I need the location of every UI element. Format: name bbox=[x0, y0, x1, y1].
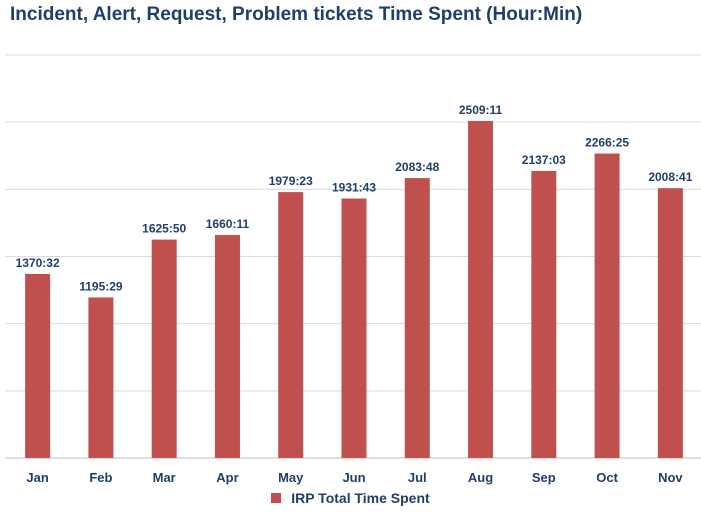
data-labels: 1370:32 1195:29 1625:50 1660:11 1979:23 1931:… bbox=[16, 103, 693, 293]
data-label-may: 1979:23 bbox=[269, 174, 313, 188]
bar-jun bbox=[341, 198, 367, 458]
x-tick-label-jul: Jul bbox=[408, 470, 427, 485]
data-label-aug: 2509:11 bbox=[459, 103, 503, 117]
data-label-jan: 1370:32 bbox=[16, 256, 60, 270]
bar-feb bbox=[88, 297, 114, 458]
bar-sep bbox=[531, 170, 557, 458]
bar-nov bbox=[657, 188, 683, 459]
x-tick-label-sep: Sep bbox=[532, 470, 556, 485]
bar-aug bbox=[468, 120, 494, 459]
bar-oct bbox=[594, 153, 620, 458]
data-label-nov: 2008:41 bbox=[648, 170, 692, 184]
x-tick-label-jan: Jan bbox=[26, 470, 48, 485]
legend-swatch bbox=[271, 493, 282, 504]
x-tick-label-mar: Mar bbox=[153, 470, 176, 485]
data-label-feb: 1195:29 bbox=[79, 279, 123, 293]
x-tick-label-oct: Oct bbox=[596, 470, 618, 485]
legend-label: IRP Total Time Spent bbox=[291, 490, 430, 506]
bars bbox=[25, 120, 683, 459]
bar-may bbox=[278, 192, 304, 459]
data-label-mar: 1625:50 bbox=[142, 222, 186, 236]
data-label-jul: 2083:48 bbox=[395, 160, 439, 174]
data-label-apr: 1660:11 bbox=[206, 217, 250, 231]
bar-apr bbox=[214, 234, 240, 458]
data-label-jun: 1931:43 bbox=[332, 181, 376, 195]
bar-mar bbox=[151, 239, 177, 458]
chart-title: Incident, Alert, Request, Problem ticket… bbox=[10, 4, 583, 25]
x-tick-label-nov: Nov bbox=[658, 470, 683, 485]
x-tick-label-feb: Feb bbox=[89, 470, 112, 485]
x-tick-label-aug: Aug bbox=[468, 470, 493, 485]
x-tick-labels: Jan Feb Mar Apr May Jun Jul Aug Sep Oct Nov bbox=[26, 470, 683, 485]
bar-jul bbox=[404, 178, 430, 458]
legend: IRP Total Time Spent bbox=[0, 490, 701, 506]
data-label-oct: 2266:25 bbox=[585, 136, 629, 150]
data-label-sep: 2137:03 bbox=[522, 153, 566, 167]
x-tick-label-apr: Apr bbox=[216, 470, 238, 485]
x-tick-label-may: May bbox=[278, 470, 304, 485]
x-tick-label-jun: Jun bbox=[342, 470, 365, 485]
bar-jan bbox=[25, 273, 51, 458]
